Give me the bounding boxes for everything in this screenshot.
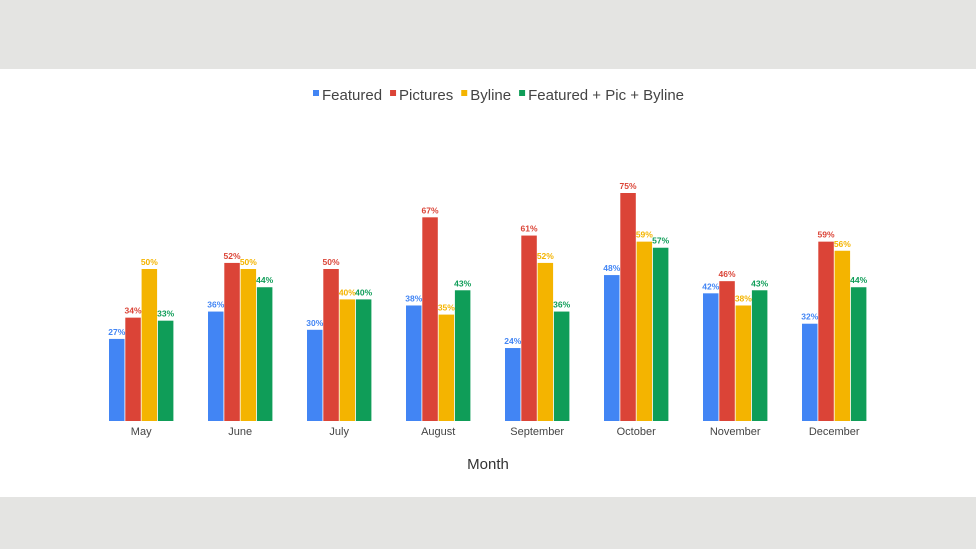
- bars: 27%34%50%33%36%52%50%44%30%50%40% 40%38%6…: [108, 181, 868, 421]
- bar-3-7: [850, 287, 867, 421]
- legend: Featured Pictures Byline Featured + Pic + B…: [313, 87, 684, 104]
- bar-3-5: [652, 247, 669, 421]
- bar-0-3: [406, 305, 422, 421]
- bar-1-0: [125, 317, 141, 421]
- x-tick-labels: May June July August September October Novembe…: [131, 426, 860, 438]
- x-axis-title: Month: [467, 456, 509, 473]
- bar-0-0: [109, 338, 125, 421]
- legend-swatch-0: [313, 90, 319, 96]
- bar-1-6: [719, 281, 735, 421]
- legend-swatch-3: [519, 90, 526, 96]
- bar-0-6: [703, 293, 719, 421]
- bar-0-2: [307, 329, 323, 421]
- data-label-1-1: 52%: [224, 251, 241, 261]
- bar-0-5: [604, 275, 620, 421]
- tick-label-5: October: [617, 426, 656, 438]
- bar-2-3: [438, 314, 455, 421]
- bar-1-7: [818, 241, 834, 421]
- bar-chart: Featured Pictures Byline Featured + Pic + B…: [108, 87, 868, 473]
- data-label-1-5: 75%: [620, 181, 637, 191]
- data-label-3-6: 43%: [751, 278, 768, 288]
- data-label-2-6: 38%: [735, 293, 752, 303]
- data-label-2-5: 59%: [636, 230, 653, 240]
- bar-2-1: [240, 269, 257, 421]
- data-label-3-5: 57%: [652, 236, 669, 246]
- legend-label-0: Featured: [322, 87, 382, 104]
- data-label-2-2: 40%: [339, 287, 356, 297]
- legend-swatch-1: [390, 90, 397, 96]
- data-label-0-4: 24%: [504, 336, 521, 346]
- tick-label-1: June: [228, 426, 252, 438]
- tick-label-2: July: [329, 426, 349, 438]
- data-label-1-3: 67%: [422, 205, 439, 215]
- tick-label-7: December: [809, 426, 860, 438]
- bar-0-1: [208, 311, 224, 421]
- data-label-1-2: 50%: [323, 257, 340, 267]
- data-label-2-0: 50%: [141, 257, 158, 267]
- bar-0-4: [505, 348, 521, 421]
- bar-2-2: [339, 299, 356, 421]
- bar-2-0: [141, 269, 158, 421]
- bar-0-7: [802, 323, 818, 421]
- bar-3-4: [553, 311, 570, 421]
- bar-3-0: [157, 320, 174, 421]
- bar-1-4: [521, 235, 537, 421]
- data-label-2-4: 52%: [537, 251, 554, 261]
- data-label-0-2: 30%: [306, 318, 323, 328]
- bar-1-2: [323, 269, 339, 421]
- data-label-3-1: 44%: [256, 275, 273, 285]
- legend-label-3: Featured + Pic + Byline: [528, 87, 684, 104]
- bar-3-3: [454, 290, 471, 421]
- bar-2-6: [735, 305, 752, 421]
- bar-1-3: [422, 217, 438, 421]
- bar-1-5: [620, 193, 636, 421]
- data-label-2-3: 35%: [438, 303, 455, 313]
- data-label-0-3: 38%: [405, 293, 422, 303]
- data-label-0-5: 48%: [603, 263, 620, 273]
- data-label-2-1: 50%: [240, 257, 257, 267]
- data-label-1-6: 46%: [719, 269, 736, 279]
- legend-label-2: Byline: [470, 87, 511, 104]
- data-label-0-0: 27%: [108, 327, 125, 337]
- data-label-3-2: 40%: [355, 287, 372, 297]
- tick-label-6: November: [710, 426, 761, 438]
- data-label-3-0: 33%: [157, 309, 174, 319]
- bar-1-1: [224, 262, 240, 421]
- data-label-0-6: 42%: [702, 281, 719, 291]
- chart-card: Featured Pictures Byline Featured + Pic + B…: [0, 69, 976, 497]
- legend-swatch-2: [461, 90, 468, 96]
- data-label-3-4: 36%: [553, 300, 570, 310]
- tick-label-0: May: [131, 426, 152, 438]
- data-label-1-7: 59%: [818, 230, 835, 240]
- data-label-3-3: 43%: [454, 278, 471, 288]
- bar-3-1: [256, 287, 273, 421]
- tick-label-4: September: [510, 426, 564, 438]
- bar-3-6: [751, 290, 768, 421]
- legend-label-1: Pictures: [399, 87, 453, 104]
- bar-2-5: [636, 241, 653, 421]
- data-label-1-0: 34%: [125, 306, 142, 316]
- data-label-3-7: 44%: [850, 275, 867, 285]
- data-label-2-7: 56%: [834, 239, 851, 249]
- data-label-1-4: 61%: [521, 224, 538, 234]
- data-label-0-1: 36%: [207, 300, 224, 310]
- tick-label-3: August: [421, 426, 455, 438]
- bar-2-4: [537, 262, 554, 421]
- bar-3-2: [355, 299, 372, 421]
- data-label-0-7: 32%: [801, 312, 818, 322]
- bar-2-7: [834, 250, 851, 421]
